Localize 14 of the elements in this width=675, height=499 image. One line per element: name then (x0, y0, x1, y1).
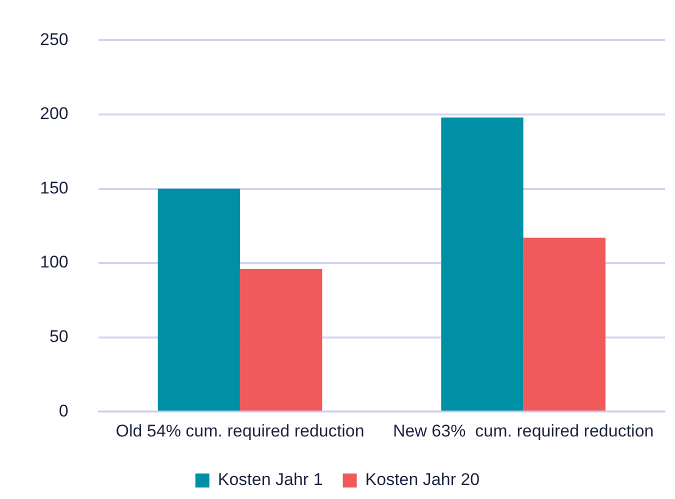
y-tick-label: 100 (40, 252, 68, 272)
bar (523, 238, 606, 411)
legend-label: Kosten Jahr 1 (218, 470, 323, 490)
legend-label: Kosten Jahr 20 (365, 470, 480, 490)
y-tick-label: 200 (40, 104, 68, 124)
x-tick-label: Old 54% cum. required reduction (116, 421, 364, 440)
y-tick-label: 50 (49, 327, 68, 346)
x-tick-label: New 63% cum. required reduction (392, 421, 654, 440)
y-tick-label: 0 (58, 401, 68, 420)
y-tick-label: 250 (40, 30, 68, 49)
bar (441, 117, 524, 411)
bar (240, 268, 322, 411)
y-tick-label: 150 (40, 178, 68, 198)
bar (158, 188, 240, 411)
